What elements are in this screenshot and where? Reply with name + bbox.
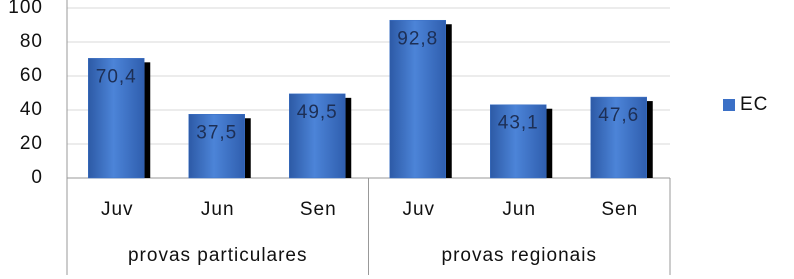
bar — [88, 58, 145, 179]
group-label: provas particulares — [128, 245, 308, 266]
value-label: 92,8 — [397, 28, 438, 49]
value-label: 49,5 — [297, 102, 338, 123]
y-tick-label: 60 — [20, 65, 43, 86]
x-tick-label: Jun — [201, 199, 235, 220]
y-tick-label: 0 — [31, 167, 43, 188]
x-tick-label: Juv — [101, 199, 134, 220]
y-tick-label: 100 — [8, 0, 43, 18]
y-tick-label: 40 — [20, 99, 43, 120]
bar-shadow — [445, 24, 452, 178]
x-tick-label: Jun — [502, 199, 536, 220]
y-tick-label: 20 — [20, 133, 43, 154]
value-label: 70,4 — [96, 66, 137, 87]
bar — [289, 93, 346, 179]
legend-label: EC — [740, 94, 768, 115]
value-label: 37,5 — [196, 122, 237, 143]
y-tick-label: 80 — [20, 31, 43, 52]
bar — [490, 104, 547, 179]
value-label: 47,6 — [598, 105, 639, 126]
value-label: 43,1 — [498, 113, 539, 134]
bar-shadow — [345, 97, 352, 178]
x-tick-label: Juv — [402, 199, 435, 220]
x-tick-label: Sen — [601, 199, 638, 220]
bar-shadow — [244, 118, 251, 178]
legend-swatch — [723, 99, 735, 111]
bar-shadow — [546, 108, 553, 178]
bar — [389, 19, 446, 179]
bar-shadow — [144, 62, 151, 178]
group-label: provas regionais — [442, 245, 597, 266]
bar — [188, 114, 245, 179]
bar — [590, 96, 647, 179]
bar-shadow — [646, 101, 653, 178]
x-tick-label: Sen — [300, 199, 337, 220]
